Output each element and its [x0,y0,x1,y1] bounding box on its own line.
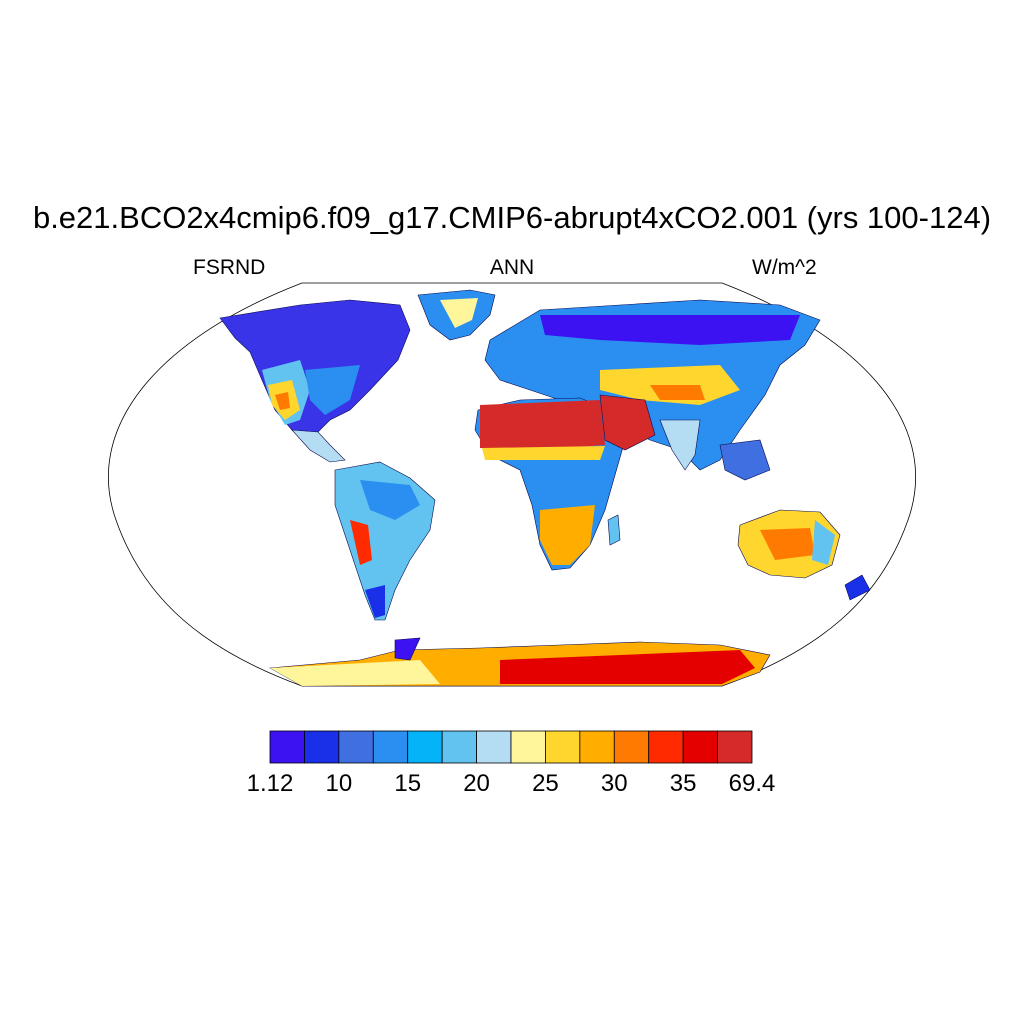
colorbar-tick-label: 20 [463,770,490,797]
region-andes [350,520,372,565]
region-australia-east [812,520,835,565]
colorbar-swatch [441,730,477,764]
colorbar-tick-label: 25 [532,770,559,797]
region-antarctic-peninsula [394,637,421,661]
region-siberia [540,315,800,345]
colorbar-swatch [510,730,546,764]
region-usa-southwest-hot [275,392,290,410]
units-label: W/m^2 [752,256,817,279]
colorbar-swatch [682,730,718,764]
region-india [659,419,701,471]
colorbar-tick-label: 10 [325,770,353,797]
region-mexico [291,429,346,463]
colorbar-swatch [545,730,581,764]
region-amazon [360,480,420,520]
region-tibet [650,385,705,400]
region-antarctica-east [500,650,755,684]
colorbar-swatch [579,730,615,764]
region-southeast-asia [719,439,771,481]
region-sahel [482,446,605,460]
colorbar-swatch [269,730,305,764]
colorbar-tick-label: 30 [600,770,628,797]
colorbar-swatch [304,730,340,764]
colorbar-tick-label: 1.12 [246,770,294,797]
variable-label: FSRND [193,256,266,279]
colorbar-swatch [372,730,409,764]
region-greenland-center [440,298,478,328]
colorbar-swatch [648,730,684,764]
region-usa-east [305,365,360,415]
region-antarctica-west [270,660,440,686]
colorbar-swatch [338,730,374,764]
colorbar-tick-label: 69.4 [728,770,776,797]
region-sahara [480,400,605,450]
region-southern-africa [540,505,595,565]
colorbar-tick-label: 15 [394,770,422,797]
colorbar-swatch [717,730,753,764]
region-arabia [599,394,656,451]
colorbar-swatch [407,730,443,764]
colorbar-tick-label: 35 [669,770,697,797]
season-label: ANN [489,256,535,279]
colorbar-swatch [613,730,650,764]
plot-title: b.e21.BCO2x4cmip6.f09_g17.CMIP6-abrupt4x… [32,200,992,235]
region-australia-center [760,528,815,560]
landmass-new-zealand [844,574,871,601]
landmass-madagascar [607,514,621,546]
region-patagonia [365,585,385,618]
colorbar-swatch [476,730,512,764]
